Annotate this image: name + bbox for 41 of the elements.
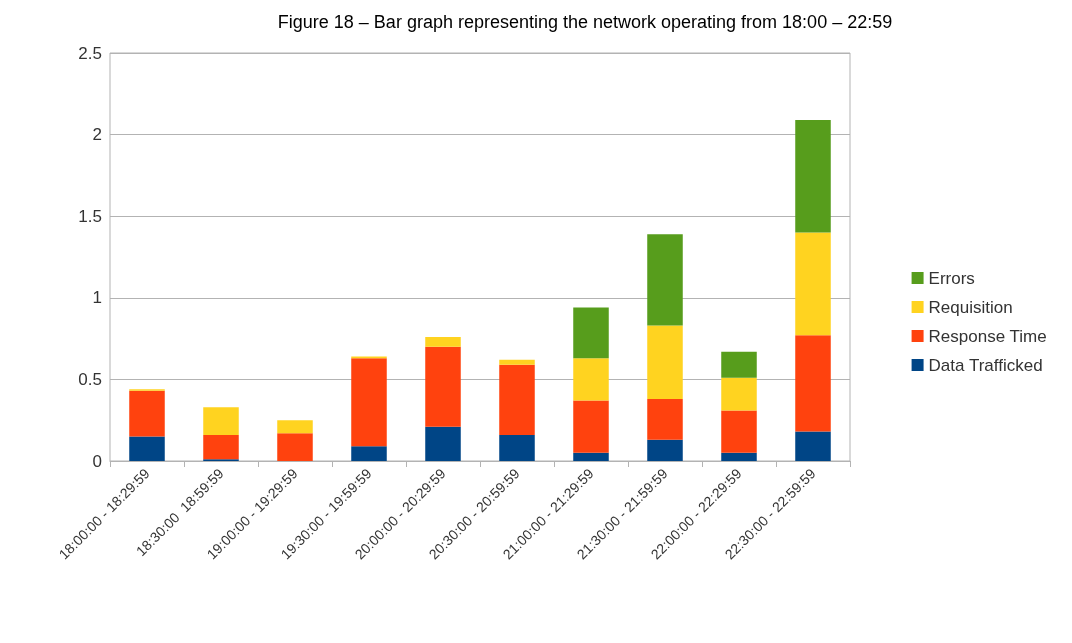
bar: [499, 359, 535, 365]
bar: [721, 351, 757, 378]
y-tick-label: 1.5: [78, 206, 102, 226]
bar: [425, 426, 461, 461]
bar: [425, 336, 461, 347]
bar: [721, 377, 757, 411]
bar: [721, 452, 757, 461]
bar: [573, 358, 609, 401]
bar: [647, 439, 683, 461]
bar: [425, 346, 461, 427]
legend-label: Data Trafficked: [928, 355, 1043, 375]
legend-label: Requisition: [928, 297, 1013, 317]
bar: [647, 234, 683, 326]
y-tick-label: 0.5: [78, 369, 102, 389]
bar: [647, 398, 683, 440]
bar: [795, 232, 831, 336]
bar: [573, 400, 609, 453]
bar: [721, 410, 757, 453]
y-tick-label: 1: [92, 288, 102, 308]
bar: [795, 335, 831, 432]
bar: [795, 431, 831, 461]
bar: [795, 119, 831, 233]
bar: [573, 307, 609, 359]
bar: [129, 390, 165, 437]
bar: [277, 420, 313, 434]
bar: [129, 436, 165, 461]
bar: [203, 407, 239, 435]
bar: [277, 433, 313, 461]
bar: [647, 325, 683, 399]
y-tick-label: 2: [92, 125, 102, 145]
bar: [499, 364, 535, 435]
bar: [573, 452, 609, 461]
chart-title: Figure 18 – Bar graph representing the network operating from 18:00 – 22:59: [277, 12, 893, 32]
bar: [499, 434, 535, 461]
y-tick-label: 2.5: [78, 43, 102, 63]
legend-label: Response Time: [928, 326, 1047, 346]
bar: [351, 358, 387, 447]
legend-label: Errors: [928, 268, 975, 288]
bar: [351, 446, 387, 461]
y-tick-label: 0: [92, 451, 102, 471]
bar: [203, 434, 239, 460]
